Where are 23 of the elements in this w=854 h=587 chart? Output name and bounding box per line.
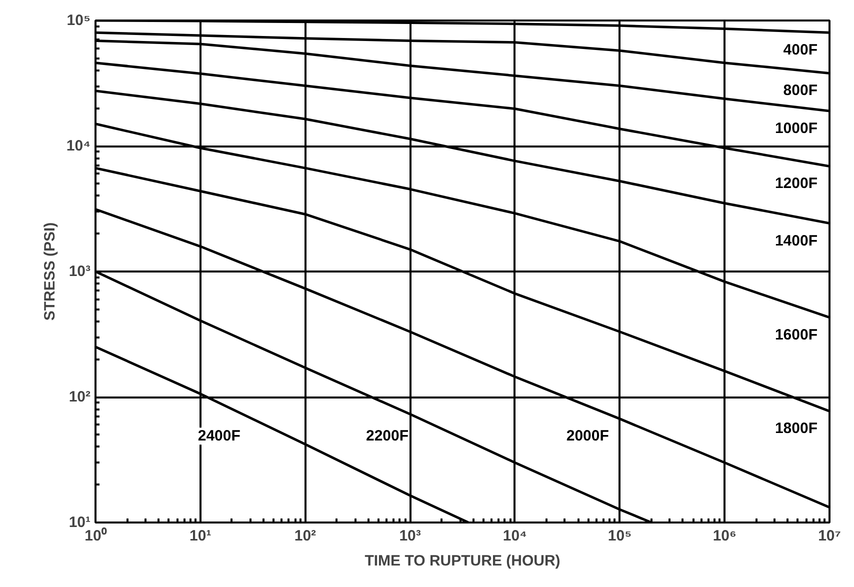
series-label: 1400F bbox=[774, 232, 818, 250]
x-tick-label: 10⁷ bbox=[818, 528, 841, 544]
x-tick-label: 10² bbox=[294, 528, 316, 544]
x-tick-label: 10⁵ bbox=[608, 528, 632, 544]
y-tick-label: 10² bbox=[68, 388, 91, 406]
series-label: 2200F bbox=[366, 428, 409, 445]
y-axis-title: STRESS (PSI) bbox=[41, 222, 58, 321]
series-label: 800F bbox=[783, 82, 818, 100]
series-label: 1800F bbox=[774, 420, 818, 438]
y-tick-label: 10³ bbox=[68, 263, 91, 280]
series-label: 1600F bbox=[774, 326, 818, 344]
y-tick-label: 10⁴ bbox=[66, 138, 91, 154]
series-label: 2400F bbox=[198, 428, 240, 445]
series-label: 400F bbox=[783, 42, 818, 59]
x-tick-label: 10¹ bbox=[190, 528, 212, 544]
series-label: 1000F bbox=[774, 120, 818, 138]
x-tick-label: 10⁴ bbox=[502, 528, 527, 544]
series-label: 1200F bbox=[774, 175, 818, 192]
x-tick-label: 10³ bbox=[399, 528, 421, 544]
series-label: 2000F bbox=[566, 428, 609, 445]
x-tick-label: 10⁶ bbox=[712, 528, 736, 544]
x-axis-title: TIME TO RUPTURE (HOUR) bbox=[364, 552, 560, 570]
y-tick-label: 10⁵ bbox=[66, 12, 91, 29]
